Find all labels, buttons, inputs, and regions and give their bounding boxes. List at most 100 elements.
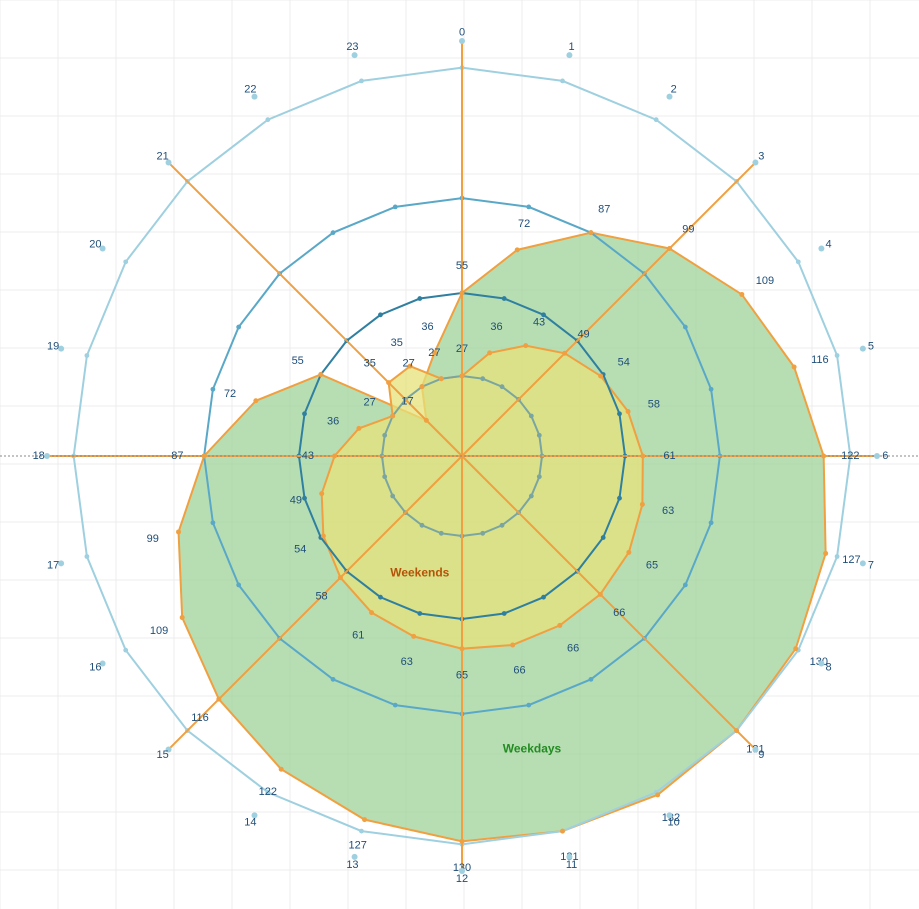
data-point-weekdays (278, 766, 284, 772)
data-label: 109 (150, 625, 168, 637)
data-label: 35 (364, 358, 376, 370)
angle-tick-point (165, 159, 172, 166)
data-point-weekdays (459, 838, 465, 844)
spoke-9 (461, 455, 757, 751)
data-point-weekdays (201, 453, 207, 459)
angle-tick-point (666, 93, 673, 100)
ring-point (302, 411, 307, 417)
data-point-weekends (459, 646, 465, 652)
angle-tick-label: 23 (346, 41, 358, 53)
data-point-weekends (319, 491, 325, 497)
data-label: 36 (421, 321, 433, 333)
data-label: 61 (663, 450, 675, 462)
data-label: 122 (259, 786, 277, 798)
ring-point (359, 78, 364, 84)
ring-point (501, 611, 507, 616)
angle-tick-label: 20 (89, 238, 101, 250)
ring-point (236, 324, 242, 330)
data-label: 17 (401, 395, 413, 407)
data-label: 109 (756, 275, 774, 287)
angle-tick-point (251, 812, 258, 819)
data-point-weekdays (179, 615, 185, 621)
angle-tick-point (99, 660, 106, 667)
angle-tick-point (251, 93, 258, 100)
data-point-weekdays (655, 792, 661, 798)
data-point-weekdays (734, 728, 740, 734)
data-point-weekends (390, 413, 396, 419)
data-label: 66 (613, 607, 625, 619)
data-label: 27 (403, 357, 415, 369)
data-label: 36 (327, 415, 339, 427)
spoke-21 (167, 161, 463, 457)
data-point-weekends (625, 409, 631, 415)
angle-tick-point (818, 660, 825, 667)
angle-tick-point (351, 853, 358, 860)
data-point-weekends (598, 373, 604, 379)
angle-tick-point (666, 812, 673, 819)
angle-tick-point (351, 52, 358, 59)
angle-tick-point (44, 453, 50, 459)
ring-point (528, 493, 534, 499)
ring-point (390, 493, 396, 499)
ring-point (600, 535, 606, 540)
ring-point (265, 789, 271, 795)
ring-point (795, 259, 801, 265)
data-point-weekdays (821, 453, 827, 459)
angle-tick-label: 14 (244, 816, 256, 828)
data-label: 49 (290, 494, 302, 506)
angle-tick-point (99, 245, 106, 252)
data-point-weekdays (588, 230, 594, 236)
data-label: 116 (191, 712, 209, 724)
data-label: 127 (842, 554, 860, 566)
angle-tick-label: 0 (459, 27, 465, 39)
angle-tick-point (859, 345, 866, 352)
data-point-weekdays (423, 417, 429, 423)
ring-point (378, 312, 383, 318)
data-label: 116 (811, 354, 829, 366)
data-label: 36 (490, 321, 502, 333)
data-label: 27 (428, 347, 440, 359)
angle-tick-label: 18 (33, 450, 45, 462)
angle-tick-point (165, 746, 172, 753)
ring-point (541, 312, 546, 318)
data-point-weekends (487, 350, 493, 356)
data-point-weekends (562, 350, 568, 356)
ring-point (330, 230, 336, 236)
ring-point (708, 520, 714, 526)
angle-tick-label: 19 (47, 340, 59, 352)
data-label: 72 (518, 218, 530, 230)
data-label: 55 (456, 260, 468, 272)
angle-tick-label: 11 (566, 859, 577, 871)
ring-point (499, 384, 505, 390)
angle-tick-label: 21 (157, 151, 169, 163)
angle-tick-label: 9 (758, 749, 764, 761)
angle-tick-label: 8 (826, 662, 832, 674)
data-point-weekends (337, 575, 343, 581)
data-label: 87 (171, 450, 183, 462)
data-label: 43 (302, 450, 314, 462)
angle-tick-point (566, 52, 573, 59)
data-point-weekdays (176, 529, 182, 535)
angle-tick-point (58, 560, 65, 567)
ring-point (541, 594, 546, 600)
data-point-weekdays (823, 550, 829, 556)
angle-tick-label: 22 (244, 83, 256, 95)
data-point-weekends (459, 373, 465, 379)
data-point-weekends (557, 622, 563, 628)
data-point-weekends (332, 453, 338, 459)
ring-point (526, 702, 532, 708)
ring-point (359, 828, 364, 834)
ring-point (265, 117, 271, 123)
ring-point (480, 376, 486, 382)
data-label: 54 (294, 543, 306, 555)
data-point-weekends (320, 533, 326, 539)
data-point-weekends (438, 376, 444, 382)
data-label: 130 (453, 862, 471, 874)
angle-tick-label: 12 (456, 873, 468, 885)
ring-point (560, 78, 565, 84)
data-label: 43 (533, 316, 545, 328)
data-label: 63 (662, 505, 674, 517)
ring-point (536, 432, 542, 438)
